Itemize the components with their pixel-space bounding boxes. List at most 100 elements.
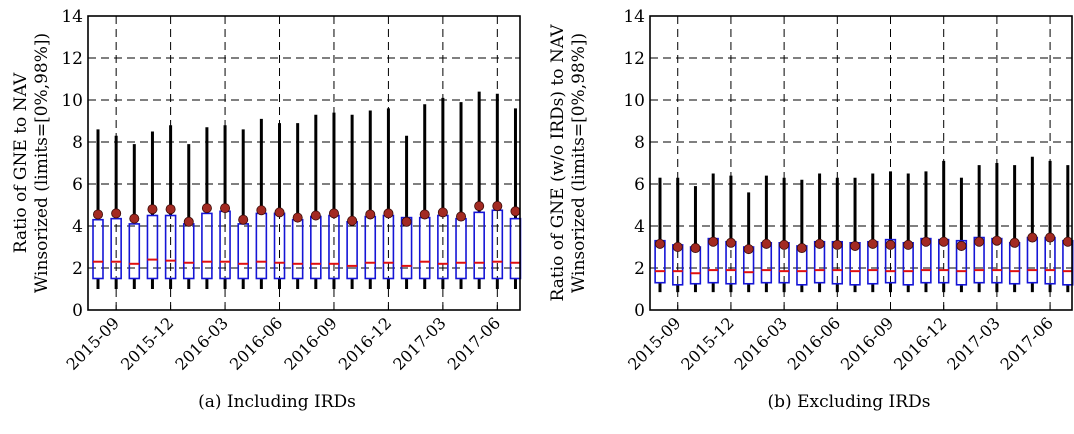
box-2016-03 bbox=[778, 177, 790, 293]
mean-marker bbox=[328, 208, 339, 219]
y-tick-label: 10 bbox=[623, 91, 645, 111]
box-2015-12 bbox=[164, 125, 177, 289]
caption-b: (b) Excluding IRDs bbox=[767, 392, 931, 412]
x-tick-label: 2016-12 bbox=[335, 313, 395, 373]
box-2016-12 bbox=[382, 108, 395, 289]
mean-marker bbox=[1045, 232, 1056, 243]
box-2016-08 bbox=[867, 173, 879, 293]
box-2016-10 bbox=[902, 173, 914, 293]
box-2016-02 bbox=[760, 175, 773, 293]
y-tick-label: 4 bbox=[72, 217, 83, 237]
y-axis-label-line2: Winsorized (limits=[0%,98%]) bbox=[32, 33, 52, 293]
box-2015-09 bbox=[110, 135, 122, 289]
box-2016-03 bbox=[219, 125, 231, 289]
mean-marker bbox=[655, 238, 666, 249]
y-tick-label: 8 bbox=[72, 133, 83, 153]
caption-a: (a) Including IRDs bbox=[198, 392, 356, 412]
box-iqr bbox=[237, 223, 250, 280]
mean-marker bbox=[111, 208, 122, 219]
x-tick-label: 2016-06 bbox=[784, 313, 844, 373]
y-axis-label-line1: Ratio of GNE to NAV bbox=[11, 72, 31, 253]
box-2017-02 bbox=[973, 165, 985, 293]
box-2017-04 bbox=[1008, 165, 1021, 293]
x-tick-label: 2017-03 bbox=[389, 313, 449, 373]
box-2016-05 bbox=[813, 173, 826, 293]
y-tick-label: 4 bbox=[634, 217, 645, 237]
x-tick-label: 2017-03 bbox=[943, 313, 1003, 373]
mean-marker bbox=[867, 238, 878, 249]
box-2017-06 bbox=[1044, 160, 1056, 293]
y-tick-label: 14 bbox=[61, 7, 83, 27]
box-2016-06 bbox=[831, 177, 843, 293]
box-iqr bbox=[128, 223, 141, 280]
mean-marker bbox=[850, 240, 861, 251]
box-iqr bbox=[164, 214, 177, 280]
mean-marker bbox=[796, 243, 807, 254]
x-tick-label: 2016-06 bbox=[226, 313, 286, 373]
mean-marker bbox=[93, 209, 104, 220]
plot-frame bbox=[649, 15, 1073, 311]
mean-marker bbox=[903, 239, 914, 250]
mean-marker bbox=[956, 240, 967, 251]
box-2015-12 bbox=[725, 175, 737, 293]
y-tick-label: 0 bbox=[634, 301, 645, 321]
box-iqr bbox=[146, 214, 159, 280]
box-2017-07 bbox=[509, 108, 522, 289]
box-iqr bbox=[255, 212, 268, 280]
mean-marker bbox=[1062, 236, 1073, 247]
box-iqr bbox=[346, 221, 358, 280]
box-iqr bbox=[110, 217, 122, 280]
box-2016-02 bbox=[201, 127, 213, 289]
mean-marker bbox=[129, 213, 140, 224]
mean-marker bbox=[220, 203, 231, 214]
mean-marker bbox=[725, 237, 736, 248]
chart-b: 024681012142015-092015-122016-032016-062… bbox=[548, 7, 1074, 374]
y-tick-label: 2 bbox=[634, 259, 645, 279]
mean-marker bbox=[920, 236, 931, 247]
box-iqr bbox=[473, 211, 485, 280]
box-2016-04 bbox=[237, 129, 250, 289]
mean-marker bbox=[310, 210, 321, 221]
mean-marker bbox=[347, 215, 358, 226]
box-iqr bbox=[291, 218, 304, 280]
x-tick-label: 2016-03 bbox=[730, 313, 790, 373]
mean-marker bbox=[419, 209, 430, 220]
x-tick-label: 2017-06 bbox=[444, 313, 504, 373]
y-tick-label: 8 bbox=[634, 133, 645, 153]
box-iqr bbox=[884, 238, 897, 284]
box-2016-04 bbox=[796, 179, 808, 293]
plot-frame bbox=[87, 15, 521, 311]
mean-marker bbox=[492, 201, 503, 212]
y-tick-label: 6 bbox=[72, 175, 83, 195]
y-tick-label: 0 bbox=[72, 301, 83, 321]
mean-marker bbox=[437, 207, 448, 218]
box-2017-03 bbox=[437, 97, 449, 289]
box-iqr bbox=[1026, 236, 1039, 284]
box-2016-06 bbox=[273, 123, 286, 289]
box-2016-10 bbox=[346, 114, 358, 289]
box-2015-08 bbox=[654, 177, 666, 293]
box-2015-09 bbox=[672, 177, 684, 293]
mean-marker bbox=[743, 244, 754, 255]
mean-marker bbox=[779, 239, 790, 250]
box-2017-03 bbox=[991, 163, 1003, 293]
box-2016-11 bbox=[920, 171, 932, 293]
y-tick-label: 6 bbox=[634, 175, 645, 195]
mean-marker bbox=[832, 239, 843, 250]
box-2016-07 bbox=[849, 177, 861, 293]
x-tick-label: 2015-09 bbox=[63, 313, 123, 373]
box-2016-01 bbox=[182, 144, 195, 289]
x-tick-label: 2016-09 bbox=[280, 313, 340, 373]
mean-marker bbox=[201, 203, 212, 214]
mean-marker bbox=[183, 216, 194, 227]
box-2016-08 bbox=[310, 114, 322, 289]
box-2017-04 bbox=[455, 102, 467, 289]
mean-marker bbox=[274, 207, 285, 218]
y-tick-label: 14 bbox=[623, 7, 645, 27]
mean-marker bbox=[510, 206, 521, 217]
box-2016-09 bbox=[884, 171, 897, 293]
box-iqr bbox=[182, 223, 195, 280]
mean-marker bbox=[761, 238, 772, 249]
mean-marker bbox=[256, 205, 267, 216]
y-tick-label: 2 bbox=[72, 259, 83, 279]
